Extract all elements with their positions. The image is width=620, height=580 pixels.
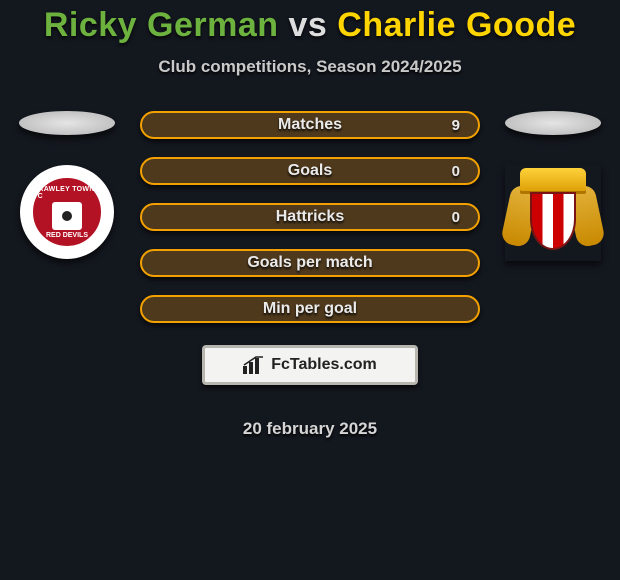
right-column bbox=[498, 111, 608, 261]
stat-value: 0 bbox=[452, 163, 460, 180]
stevenage-badge bbox=[505, 165, 601, 261]
stat-label: Goals per match bbox=[247, 254, 372, 272]
stat-bar-goals: Goals 0 bbox=[140, 157, 480, 185]
stat-label: Goals bbox=[288, 162, 332, 180]
badge-text-top: CRAWLEY TOWN FC bbox=[33, 186, 101, 200]
player2-name: Charlie Goode bbox=[337, 6, 576, 44]
vs-separator: vs bbox=[288, 6, 327, 44]
player1-photo-placeholder bbox=[19, 111, 115, 135]
stat-bar-hattricks: Hattricks 0 bbox=[140, 203, 480, 231]
badge-inner: CRAWLEY TOWN FC RED DEVILS bbox=[29, 174, 105, 250]
branding-text: FcTables.com bbox=[271, 356, 377, 374]
badge-shield bbox=[52, 202, 82, 230]
subtitle: Club competitions, Season 2024/2025 bbox=[158, 57, 461, 77]
body-row: CRAWLEY TOWN FC RED DEVILS Matches 9 Goa… bbox=[0, 111, 620, 439]
shield-icon bbox=[530, 192, 576, 250]
stat-value: 0 bbox=[452, 209, 460, 226]
stat-label: Matches bbox=[278, 116, 342, 134]
stat-value: 9 bbox=[452, 117, 460, 134]
branding-box: FcTables.com bbox=[202, 345, 418, 385]
stats-column: Matches 9 Goals 0 Hattricks 0 Goals per … bbox=[136, 111, 484, 439]
stat-label: Min per goal bbox=[263, 300, 357, 318]
crown-icon bbox=[520, 168, 586, 194]
crawley-town-badge: CRAWLEY TOWN FC RED DEVILS bbox=[20, 165, 114, 259]
stat-bar-min-per-goal: Min per goal bbox=[140, 295, 480, 323]
bar-chart-icon bbox=[243, 356, 265, 374]
stat-bar-goals-per-match: Goals per match bbox=[140, 249, 480, 277]
player1-name: Ricky German bbox=[44, 6, 279, 44]
ball-icon bbox=[62, 211, 72, 221]
badge-text-bottom: RED DEVILS bbox=[46, 232, 88, 239]
stat-bar-matches: Matches 9 bbox=[140, 111, 480, 139]
left-column: CRAWLEY TOWN FC RED DEVILS bbox=[12, 111, 122, 259]
player2-photo-placeholder bbox=[505, 111, 601, 135]
page-title: Ricky German vs Charlie Goode bbox=[44, 6, 576, 45]
comparison-card: Ricky German vs Charlie Goode Club compe… bbox=[0, 0, 620, 439]
stat-label: Hattricks bbox=[276, 208, 344, 226]
date-label: 20 february 2025 bbox=[243, 419, 377, 439]
crest-graphic bbox=[508, 166, 598, 260]
